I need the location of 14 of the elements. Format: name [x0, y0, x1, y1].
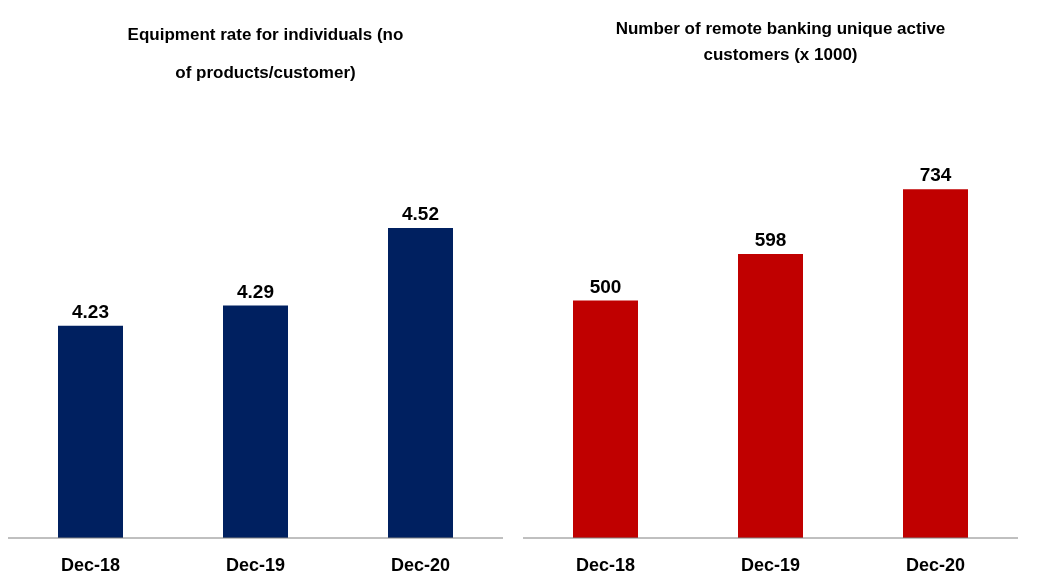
x-tick-label: Dec-19 — [225, 554, 286, 575]
data-label: 4.23 — [72, 300, 109, 322]
x-tick-label: Dec-19 — [740, 554, 801, 575]
x-tick-label: Dec-18 — [60, 554, 121, 575]
data-label: 598 — [754, 228, 787, 250]
x-tick-label: Dec-20 — [905, 554, 966, 575]
data-label: 4.52 — [402, 203, 439, 224]
data-label: 500 — [589, 275, 622, 297]
data-label: 734 — [919, 164, 952, 186]
chart-title: Number of remote banking unique active customers (x 1000) — [614, 18, 947, 66]
data-label: 4.29 — [237, 280, 274, 302]
chart-title: Equipment rate for individuals (no of products/customer) — [126, 24, 405, 84]
x-tick-label: Dec-20 — [390, 554, 451, 575]
x-tick-label: Dec-18 — [575, 554, 636, 575]
